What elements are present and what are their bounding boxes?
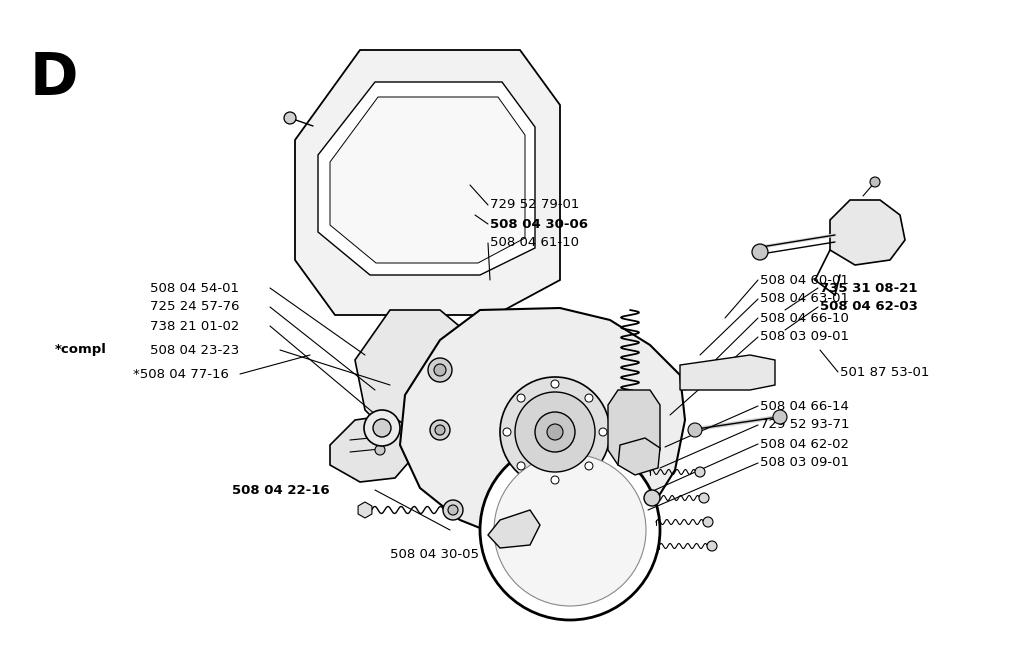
Circle shape xyxy=(434,364,446,376)
Circle shape xyxy=(870,177,880,187)
Circle shape xyxy=(752,244,768,260)
Circle shape xyxy=(449,505,458,515)
Polygon shape xyxy=(488,510,540,548)
Polygon shape xyxy=(330,97,525,263)
Circle shape xyxy=(707,541,717,551)
Polygon shape xyxy=(355,310,500,450)
Circle shape xyxy=(688,423,702,437)
Text: 508 04 61-10: 508 04 61-10 xyxy=(490,237,579,250)
Circle shape xyxy=(585,394,593,402)
Circle shape xyxy=(703,517,713,527)
Text: 729 52 79-01: 729 52 79-01 xyxy=(490,198,580,212)
Circle shape xyxy=(535,412,575,452)
Text: 508 04 66-10: 508 04 66-10 xyxy=(760,311,849,325)
Text: 729 52 93-71: 729 52 93-71 xyxy=(760,419,850,432)
Text: 508 03 09-01: 508 03 09-01 xyxy=(760,330,849,344)
Polygon shape xyxy=(680,355,775,390)
Circle shape xyxy=(599,428,607,436)
Polygon shape xyxy=(295,50,560,315)
Text: 508 04 30-06: 508 04 30-06 xyxy=(490,217,588,231)
Circle shape xyxy=(435,425,445,435)
Text: 508 04 23-23: 508 04 23-23 xyxy=(150,344,240,357)
Circle shape xyxy=(551,476,559,484)
Circle shape xyxy=(503,428,511,436)
Polygon shape xyxy=(358,502,372,518)
Text: 508 04 22-16: 508 04 22-16 xyxy=(232,484,330,497)
Text: 508 04 62-02: 508 04 62-02 xyxy=(760,438,849,451)
Text: 735 31 08-21: 735 31 08-21 xyxy=(820,281,918,294)
Text: 501 87 53-01: 501 87 53-01 xyxy=(840,365,930,378)
Text: 508 04 66-14: 508 04 66-14 xyxy=(760,399,849,413)
Circle shape xyxy=(373,419,391,437)
Text: 508 04 54-01: 508 04 54-01 xyxy=(150,281,239,294)
Circle shape xyxy=(428,358,452,382)
Circle shape xyxy=(284,112,296,124)
Circle shape xyxy=(644,490,660,506)
Circle shape xyxy=(585,462,593,470)
Circle shape xyxy=(364,410,400,446)
Text: 508 04 62-03: 508 04 62-03 xyxy=(820,300,918,313)
Circle shape xyxy=(443,500,463,520)
Circle shape xyxy=(430,420,450,440)
Circle shape xyxy=(773,410,787,424)
Text: 738 21 01-02: 738 21 01-02 xyxy=(150,319,240,332)
Text: 508 04 30-05: 508 04 30-05 xyxy=(390,549,479,562)
Circle shape xyxy=(547,424,563,440)
Text: 508 04 63-01: 508 04 63-01 xyxy=(760,292,849,306)
Text: 508 03 09-01: 508 03 09-01 xyxy=(760,457,849,470)
Text: D: D xyxy=(30,50,79,107)
Circle shape xyxy=(375,445,385,455)
Circle shape xyxy=(515,392,595,472)
Circle shape xyxy=(695,467,705,477)
Polygon shape xyxy=(330,415,415,482)
Text: 725 24 57-76: 725 24 57-76 xyxy=(150,300,240,313)
Polygon shape xyxy=(608,390,660,465)
Circle shape xyxy=(494,454,646,606)
Circle shape xyxy=(551,380,559,388)
Text: *compl: *compl xyxy=(55,344,106,357)
Circle shape xyxy=(480,440,660,620)
Polygon shape xyxy=(318,82,535,275)
Circle shape xyxy=(699,493,709,503)
Circle shape xyxy=(517,462,525,470)
Text: *508 04 77-16: *508 04 77-16 xyxy=(133,367,229,380)
Polygon shape xyxy=(830,200,905,265)
Circle shape xyxy=(517,394,525,402)
Text: 508 04 60-01: 508 04 60-01 xyxy=(760,273,849,286)
Circle shape xyxy=(500,377,610,487)
Polygon shape xyxy=(618,438,660,475)
Polygon shape xyxy=(400,308,685,545)
